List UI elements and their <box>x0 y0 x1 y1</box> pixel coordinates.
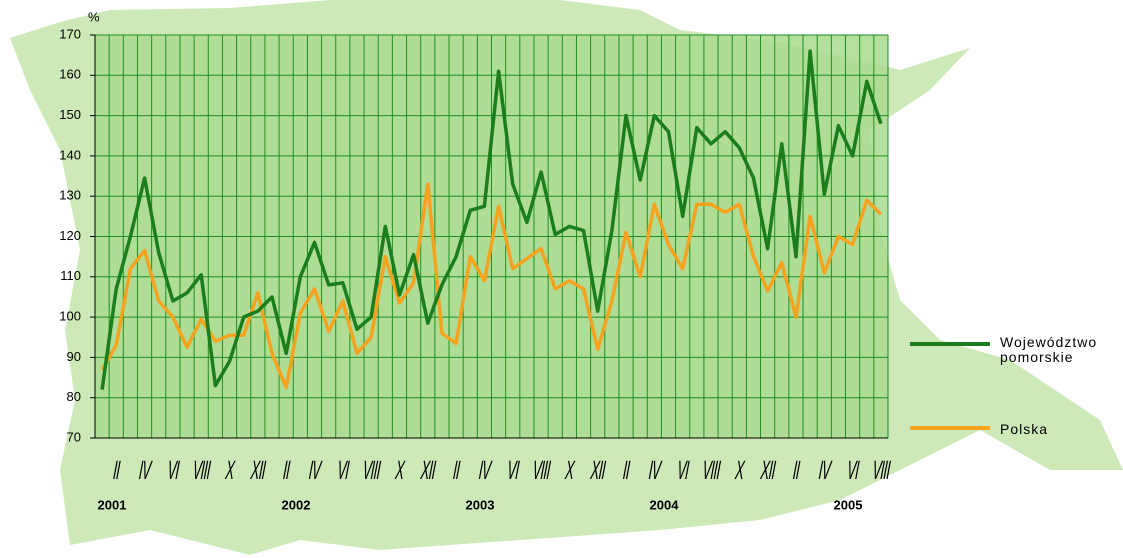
y-unit: % <box>88 9 100 24</box>
x-tick-label: IV <box>648 456 664 485</box>
x-tick-label: VI <box>336 456 351 485</box>
y-tick-label: 110 <box>60 268 81 283</box>
series-line <box>100 49 883 390</box>
x-tick-label: VI <box>166 456 181 485</box>
x-tick-label: II <box>282 456 291 485</box>
y-tick-label: 70 <box>67 429 81 444</box>
x-tick-label: IV <box>818 456 834 485</box>
x-tick-label: IV <box>138 456 154 485</box>
legend-label: Województwo pomorskie <box>1000 334 1098 365</box>
y-tick-label: 160 <box>59 67 81 82</box>
y-tick-label: 80 <box>67 389 81 404</box>
x-tick-label: VIII <box>531 456 551 485</box>
x-tick-label: XII <box>419 456 437 485</box>
x-tick-label: XII <box>589 456 607 485</box>
y-tick-label: 140 <box>59 147 81 162</box>
x-tick-label: II <box>452 456 461 485</box>
y-tick-label: 90 <box>67 349 81 364</box>
x-tick-label: VIII <box>701 456 721 485</box>
y-tick-label: 170 <box>59 26 81 41</box>
y-tick-label: 120 <box>59 228 81 243</box>
x-tick-label: IV <box>478 456 494 485</box>
year-label: 2005 <box>834 497 863 512</box>
x-tick-label: XII <box>759 456 777 485</box>
x-tick-label: XII <box>249 456 267 485</box>
x-tick-label: VI <box>676 456 691 485</box>
x-tick-label: II <box>112 456 121 485</box>
x-tick-label: II <box>622 456 631 485</box>
series-line <box>100 182 883 390</box>
year-label: 2002 <box>282 497 311 512</box>
year-label: 2001 <box>98 497 127 512</box>
year-label: 2003 <box>466 497 495 512</box>
y-tick-label: 100 <box>59 309 81 324</box>
x-tick-label: VI <box>846 456 861 485</box>
y-tick-label: 130 <box>59 188 81 203</box>
x-tick-label: VIII <box>871 456 891 485</box>
legend-label: Polska <box>1000 421 1049 437</box>
x-tick-label: VI <box>506 456 521 485</box>
x-tick-label: VIII <box>191 456 211 485</box>
x-tick-label: II <box>792 456 801 485</box>
y-tick-label: 150 <box>59 107 81 122</box>
x-tick-label: VIII <box>361 456 381 485</box>
x-tick-label: IV <box>308 456 324 485</box>
year-label: 2004 <box>650 497 680 512</box>
